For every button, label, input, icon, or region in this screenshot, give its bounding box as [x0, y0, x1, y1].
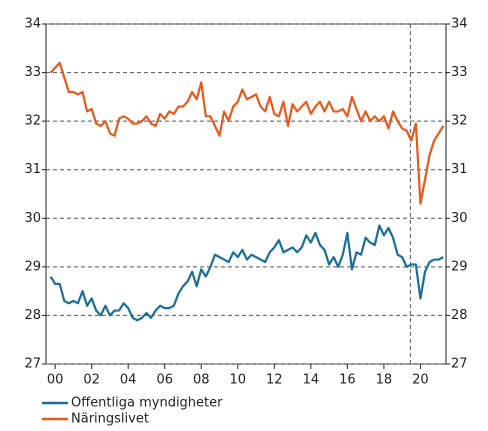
y-tick-label: 34 — [24, 17, 41, 32]
series-line — [49, 61, 445, 205]
y2-tick-label: 28 — [451, 308, 468, 323]
y-tick-label: 28 — [24, 308, 41, 323]
y-tick-label: 27 — [24, 357, 41, 372]
series-line — [49, 224, 444, 322]
y2-tick-label: 29 — [451, 259, 468, 274]
y-tick-label: 33 — [24, 65, 41, 80]
y2-tick-label: 27 — [451, 357, 468, 372]
y-tick-label: 30 — [24, 211, 41, 226]
legend-label: Offentliga myndigheter — [71, 396, 223, 411]
y2-tick-label: 31 — [451, 162, 468, 177]
x-tick-label: 10 — [230, 373, 247, 388]
y-tick-label: 32 — [24, 114, 41, 129]
y-tick-label: 31 — [24, 162, 41, 177]
x-tick-label: 08 — [193, 373, 210, 388]
x-tick-label: 12 — [266, 373, 283, 388]
x-tick-label: 02 — [83, 373, 100, 388]
y2-tick-label: 33 — [451, 65, 468, 80]
x-tick-label: 20 — [412, 373, 429, 388]
x-tick-label: 18 — [376, 373, 393, 388]
plot-frame — [45, 23, 447, 365]
x-tick-label: 04 — [120, 373, 137, 388]
x-tick-label: 16 — [339, 373, 356, 388]
y2-tick-label: 34 — [451, 17, 468, 32]
x-tick-label: 06 — [156, 373, 173, 388]
legend-label: Näringslivet — [71, 412, 149, 427]
x-tick-label: 00 — [47, 373, 64, 388]
y2-tick-label: 30 — [451, 211, 468, 226]
y2-tick-label: 32 — [451, 114, 468, 129]
y-tick-label: 29 — [24, 259, 41, 274]
x-tick-label: 14 — [303, 373, 320, 388]
